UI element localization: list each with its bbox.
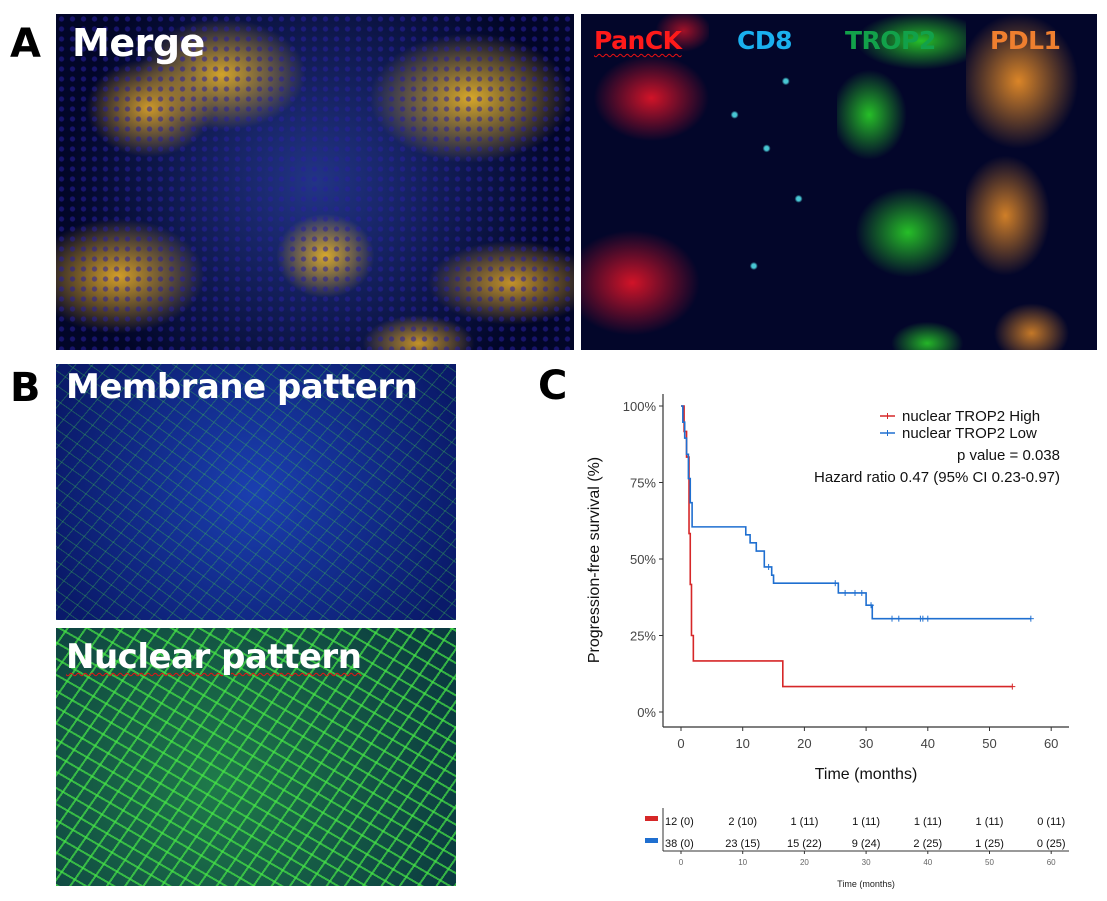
panck-channel-image: PanCK	[581, 14, 709, 350]
svg-text:10: 10	[735, 736, 749, 751]
svg-text:nuclear TROP2 High: nuclear TROP2 High	[902, 408, 1040, 425]
risk-high-swatch	[645, 816, 658, 821]
x-axis-label: Time (months)	[815, 766, 918, 783]
svg-text:0 (11): 0 (11)	[1037, 816, 1065, 828]
panck-label: PanCK	[594, 26, 682, 55]
svg-text:60: 60	[1044, 736, 1058, 751]
svg-text:25%: 25%	[630, 629, 656, 644]
svg-text:0%: 0%	[637, 705, 656, 720]
svg-text:2 (25): 2 (25)	[913, 838, 942, 850]
svg-text:30: 30	[859, 736, 873, 751]
panel-letter-c: C	[538, 363, 568, 409]
svg-text:0: 0	[677, 736, 684, 751]
trop2-label: TROP2	[845, 26, 936, 55]
survival-curves	[681, 405, 1034, 690]
svg-text:30: 30	[862, 858, 871, 867]
merge-label: Merge	[72, 21, 205, 65]
svg-text:100%: 100%	[623, 399, 657, 414]
y-axis-label: Progression-free survival (%)	[586, 457, 603, 663]
svg-text:p value = 0.038: p value = 0.038	[957, 447, 1060, 464]
svg-text:1 (11): 1 (11)	[852, 816, 880, 828]
x-axis-ticks: 0 10 20 30 40 50 60	[677, 727, 1058, 751]
nuclear-pattern-label: Nuclear pattern	[66, 637, 362, 677]
risk-table: 12 (0) 38 (0) 0 2 (10) 23 (15) 10 1 (11) 15 (22…	[645, 808, 1069, 889]
svg-text:23 (15): 23 (15)	[725, 838, 760, 850]
svg-text:60: 60	[1047, 858, 1056, 867]
trop2-channel-image: TROP2	[837, 14, 966, 350]
svg-text:10: 10	[738, 858, 747, 867]
svg-text:38 (0): 38 (0)	[665, 838, 694, 850]
svg-text:75%: 75%	[630, 476, 656, 491]
svg-text:1 (25): 1 (25)	[975, 838, 1004, 850]
svg-text:50: 50	[982, 736, 996, 751]
membrane-pattern-image: Membrane pattern	[56, 364, 456, 620]
svg-text:1 (11): 1 (11)	[790, 816, 818, 828]
svg-text:50: 50	[985, 858, 994, 867]
svg-text:0: 0	[679, 858, 684, 867]
panel-letter-b: B	[10, 365, 41, 411]
svg-text:20: 20	[797, 736, 811, 751]
cd8-channel-image: CD8	[709, 14, 837, 350]
svg-text:20: 20	[800, 858, 809, 867]
merge-image: Merge	[56, 14, 574, 350]
svg-text:40: 40	[923, 858, 932, 867]
svg-text:0 (25): 0 (25)	[1037, 838, 1066, 850]
svg-text:2 (10): 2 (10)	[728, 816, 757, 828]
risk-low-swatch	[645, 838, 658, 843]
panel-letter-a: A	[10, 21, 41, 67]
y-axis-ticks: 0% 25% 50% 75% 100%	[623, 399, 663, 720]
membrane-pattern-label: Membrane pattern	[66, 367, 418, 407]
svg-text:Time (months): Time (months)	[837, 879, 895, 889]
svg-text:15 (22): 15 (22)	[787, 838, 822, 850]
nuclear-pattern-image: Nuclear pattern	[56, 628, 456, 886]
pdl1-channel-image: PDL1	[966, 14, 1097, 350]
pdl1-label: PDL1	[990, 26, 1061, 55]
svg-text:12 (0): 12 (0)	[665, 816, 694, 828]
svg-text:1 (11): 1 (11)	[914, 816, 942, 828]
svg-text:9 (24): 9 (24)	[852, 838, 881, 850]
svg-text:nuclear TROP2 Low: nuclear TROP2 Low	[902, 425, 1037, 442]
cd8-label: CD8	[737, 26, 793, 55]
svg-text:Hazard ratio 0.47 (95% CI 0.23: Hazard ratio 0.47 (95% CI 0.23-0.97)	[814, 469, 1060, 486]
svg-text:40: 40	[921, 736, 935, 751]
svg-text:1 (11): 1 (11)	[976, 816, 1004, 828]
chart-legend: nuclear TROP2 High nuclear TROP2 Low p v…	[814, 408, 1060, 486]
svg-text:50%: 50%	[630, 552, 656, 567]
